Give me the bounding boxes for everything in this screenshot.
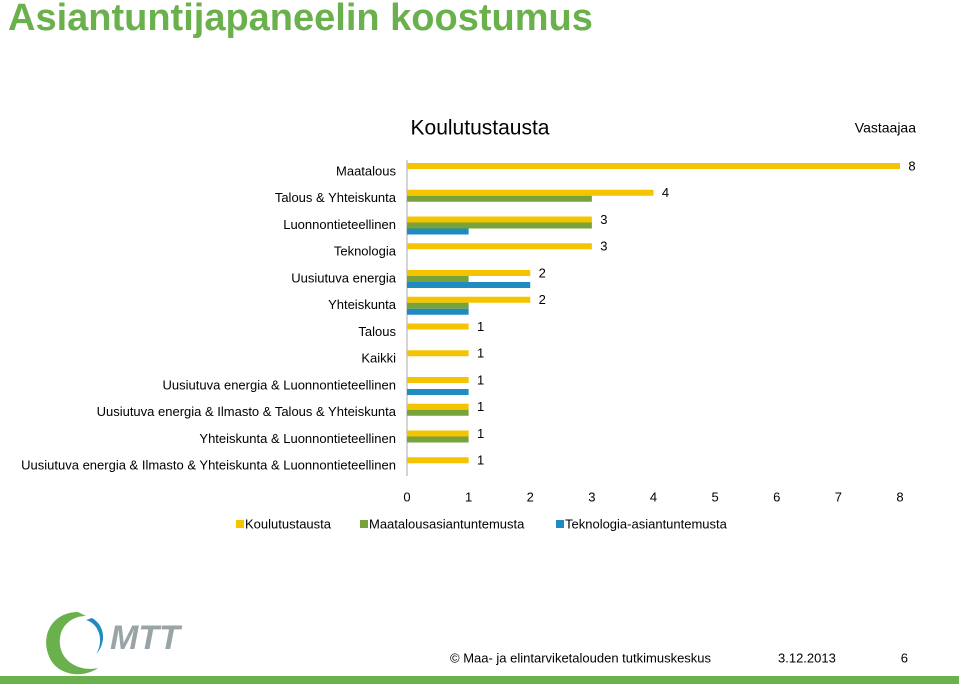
logo: MTT [46, 612, 183, 675]
x-tick-label: 2 [527, 489, 534, 504]
y-tick-label: Kaikki [361, 351, 396, 366]
y-tick-label: Luonnontieteellinen [283, 217, 396, 232]
data-label: 1 [477, 426, 484, 441]
bar [407, 403, 469, 410]
y-tick-label: Talous & Yhteiskunta [275, 190, 397, 205]
bar [407, 350, 469, 357]
footer-page: 6 [901, 650, 908, 665]
bar [407, 430, 469, 437]
x-tick-label: 0 [403, 489, 410, 504]
data-label: 2 [539, 292, 546, 307]
x-tick-label: 8 [896, 489, 903, 504]
bar [407, 457, 469, 464]
x-tick-label: 5 [712, 489, 719, 504]
data-label: 1 [477, 319, 484, 334]
data-label: 1 [477, 399, 484, 414]
logo-text: MTT [110, 619, 183, 657]
y-tick-label: Teknologia [334, 244, 397, 259]
bar [407, 436, 469, 443]
y-tick-label: Uusiutuva energia & Ilmasto & Yhteiskunt… [21, 458, 396, 473]
footer-band [0, 676, 959, 684]
y-tick-label: Uusiutuva energia [291, 270, 397, 285]
logo-swirl [46, 612, 98, 675]
data-label: 8 [908, 158, 915, 173]
data-label: 1 [477, 453, 484, 468]
legend-label: Koulutustausta [245, 516, 332, 531]
x-tick-label: 4 [650, 489, 657, 504]
y-tick-label: Uusiutuva energia & Ilmasto & Talous & Y… [97, 404, 397, 419]
bar [407, 270, 531, 276]
data-label: 2 [539, 265, 546, 280]
legend-swatch [236, 520, 244, 528]
bar [407, 308, 469, 315]
footer-date: 3.12.2013 [778, 650, 836, 665]
data-label: 3 [600, 212, 607, 227]
bar [407, 282, 531, 288]
bar [407, 163, 900, 169]
legend-label: Maatalousasiantuntemusta [369, 516, 525, 531]
bar [407, 377, 469, 383]
x-axis-label: Vastaajaa [855, 120, 916, 136]
x-tick-label: 1 [465, 489, 472, 504]
x-tick-label: 3 [588, 489, 595, 504]
legend-label: Teknologia-asiantuntemusta [565, 516, 728, 531]
chart-title: Koulutustausta [411, 117, 550, 140]
data-label: 1 [477, 346, 484, 361]
bar [407, 216, 592, 223]
bar [407, 189, 654, 196]
y-tick-label: Uusiutuva energia & Luonnontieteellinen [163, 377, 396, 392]
x-tick-label: 7 [835, 489, 842, 504]
logo-swirl [86, 618, 104, 654]
data-label: 3 [600, 239, 607, 254]
footer-organization: © Maa- ja elintarviketalouden tutkimuske… [450, 650, 712, 665]
y-tick-label: Yhteiskunta & Luonnontieteellinen [199, 431, 396, 446]
data-label: 4 [662, 185, 669, 200]
legend-swatch [360, 520, 368, 528]
bar [407, 243, 592, 250]
bar [407, 195, 592, 202]
bar [407, 389, 469, 395]
y-tick-label: Talous [358, 324, 396, 339]
bar [407, 302, 469, 309]
bar [407, 276, 469, 282]
bar [407, 409, 469, 416]
bar [407, 296, 531, 303]
bar [407, 222, 592, 229]
y-tick-label: Maatalous [336, 163, 396, 178]
data-label: 1 [477, 372, 484, 387]
slide-title: Asiantuntijapaneelin koostumus [8, 0, 593, 39]
bar [407, 323, 469, 330]
bar [407, 228, 469, 235]
x-tick-label: 6 [773, 489, 780, 504]
legend-swatch [556, 520, 564, 528]
y-tick-label: Yhteiskunta [328, 297, 397, 312]
